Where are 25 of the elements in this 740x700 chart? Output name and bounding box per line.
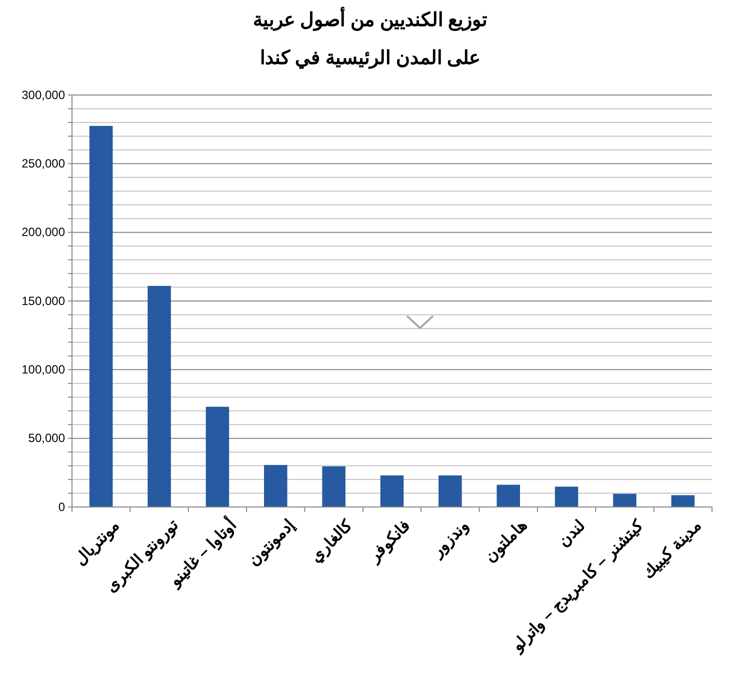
y-tick-label: 300,000 <box>22 88 66 102</box>
bar <box>380 475 404 507</box>
bar <box>671 495 695 507</box>
bar <box>613 494 636 507</box>
bar <box>89 126 113 507</box>
bar <box>264 464 288 507</box>
bar <box>554 486 578 507</box>
x-tick-label: إدمونتون <box>245 517 299 570</box>
y-tick-label: 250,000 <box>22 156 66 171</box>
x-tick-label: كالغاري <box>307 517 357 567</box>
y-tick-label: 150,000 <box>22 294 66 308</box>
y-tick-label: 200,000 <box>22 225 66 240</box>
x-tick-label: وندزور <box>428 517 474 562</box>
x-tick-label: هاملتون <box>482 517 532 567</box>
bar <box>322 466 346 507</box>
x-tick-label: لندن <box>556 517 589 550</box>
bar <box>496 484 520 507</box>
bar <box>206 406 230 507</box>
bar <box>438 475 462 507</box>
y-tick-label: 100,000 <box>22 362 66 377</box>
y-tick-label: 50,000 <box>28 431 66 446</box>
chart-title: توزيع الكنديين من أصول عربية على المدن الرئيسية في كندا <box>252 6 488 70</box>
y-tick-label: 0 <box>58 500 66 514</box>
x-tick-label: فانكوفر <box>365 517 415 567</box>
bar <box>148 286 171 507</box>
